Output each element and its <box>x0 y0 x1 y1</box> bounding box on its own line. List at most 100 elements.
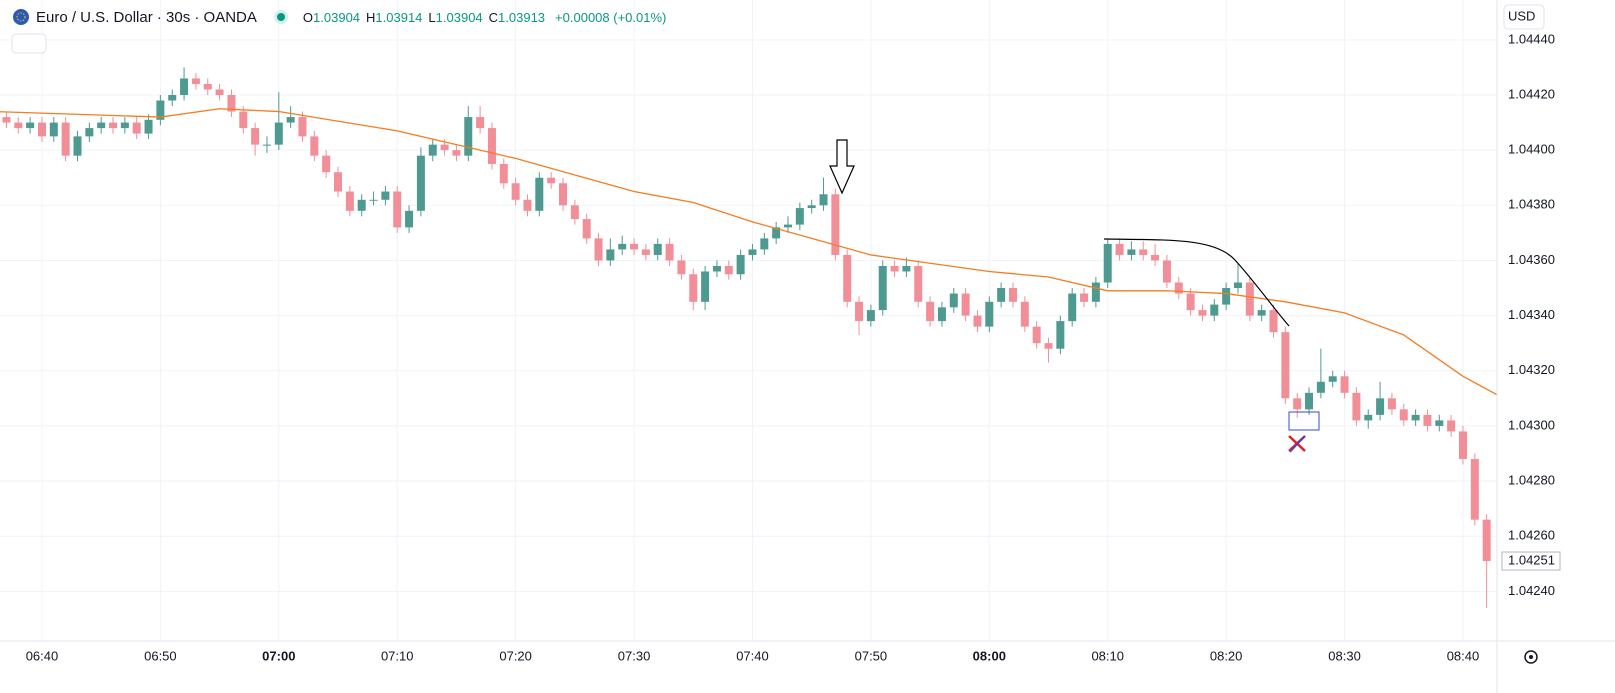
candle-body <box>1399 409 1408 421</box>
candle-body <box>1091 282 1100 302</box>
x-tick-label: 08:20 <box>1210 648 1243 663</box>
candle-body <box>618 243 627 250</box>
candle-body <box>795 208 804 225</box>
candle-body <box>712 265 721 272</box>
candle-body <box>570 205 579 220</box>
candle-body <box>120 122 129 129</box>
currency[interactable]: USD <box>1508 8 1535 23</box>
candle-body <box>653 243 662 255</box>
candle-body <box>262 144 271 146</box>
candle-body <box>831 194 840 255</box>
x-tick-label: 07:10 <box>381 648 414 663</box>
candle-body <box>14 122 23 129</box>
candle-body <box>1198 310 1207 316</box>
candle-body <box>49 122 58 137</box>
candle-body <box>37 122 46 137</box>
candle-body <box>760 238 769 250</box>
candle-body <box>405 210 414 228</box>
candle-body <box>855 301 864 322</box>
y-tick-label: 1.04340 <box>1508 307 1555 322</box>
curve-annotation <box>1103 238 1290 327</box>
candle-body <box>357 199 366 211</box>
candle-body <box>464 117 473 156</box>
indicator-toggle[interactable] <box>11 33 47 54</box>
x-tick-label: 06:50 <box>144 648 177 663</box>
candle-body <box>144 119 153 134</box>
y-tick-label: 1.04440 <box>1508 31 1555 46</box>
candle-body <box>736 254 745 275</box>
y-tick-label: 1.04240 <box>1508 583 1555 598</box>
candle-body <box>1032 326 1041 344</box>
x-tick-label: 08:00 <box>973 648 1006 663</box>
x-tick-label: 07:50 <box>855 648 888 663</box>
candle-body <box>251 128 260 145</box>
candle-body <box>1068 293 1077 322</box>
candle-body <box>499 163 508 184</box>
currency-button[interactable] <box>1503 4 1545 30</box>
last-price-box <box>1501 551 1561 571</box>
candle-body <box>1210 304 1219 316</box>
candle-body <box>310 136 319 156</box>
candle-body <box>1435 420 1444 426</box>
candle-body <box>1008 288 1017 302</box>
candle-body <box>559 183 568 206</box>
candle-body <box>381 191 390 200</box>
candle-body <box>132 122 141 134</box>
candle-body <box>322 155 331 173</box>
candle-body <box>286 117 295 123</box>
candle-body <box>523 199 532 211</box>
status-dot <box>273 10 288 24</box>
candle-body <box>1056 321 1065 349</box>
candle-body <box>487 128 496 164</box>
candle-body <box>298 117 307 137</box>
ohlc-label: H <box>366 9 376 25</box>
candle-body <box>1328 376 1337 382</box>
legend-header: Euro / U.S. Dollar · 30s · OANDA O1.0390… <box>12 8 670 26</box>
candle-body <box>1376 398 1385 415</box>
candle-body <box>641 249 650 255</box>
candle-body <box>1447 420 1456 432</box>
candle-body <box>345 191 354 211</box>
candle-body <box>807 205 816 209</box>
candle-body <box>1127 249 1136 255</box>
candle-body <box>630 243 639 250</box>
candle-body <box>582 219 591 239</box>
candle-body <box>26 122 35 129</box>
candle-body <box>1364 414 1373 421</box>
arrow-annotation <box>829 139 855 195</box>
settings-icon[interactable] <box>1524 650 1538 664</box>
candle-body <box>334 172 343 192</box>
candle-body <box>1080 293 1089 302</box>
y-tick-label: 1.04300 <box>1508 417 1555 432</box>
change: +0.00008 (+0.01%) <box>555 9 667 25</box>
candle-body <box>1411 414 1420 421</box>
last-price-label: 1.04251 <box>1508 552 1555 567</box>
candle-body <box>843 254 852 302</box>
candle-body <box>689 274 698 302</box>
candle-body <box>665 243 674 261</box>
ohlc-value: 1.03904 <box>435 9 483 25</box>
candle-body <box>1470 459 1479 520</box>
ohlc-value: 1.03914 <box>375 9 423 25</box>
candle-body <box>109 122 118 129</box>
candle-body <box>926 301 935 322</box>
candle-body <box>73 136 82 156</box>
candle-body <box>476 117 485 129</box>
candle-body <box>1293 398 1302 410</box>
candle-body <box>369 199 378 201</box>
candle-body <box>724 265 733 275</box>
candle-body <box>783 224 792 228</box>
candle-body <box>878 265 887 311</box>
candle-body <box>440 144 449 151</box>
candle-body <box>1316 381 1325 393</box>
candle-body <box>239 111 248 129</box>
candle-body <box>997 288 1006 302</box>
candle-body <box>1103 243 1112 283</box>
candle-body <box>1305 392 1314 410</box>
candle-body <box>606 249 615 261</box>
cross-annotation <box>1289 435 1306 453</box>
candle-body <box>1340 376 1349 393</box>
candle-body <box>1233 282 1242 289</box>
candle-body <box>1352 392 1361 421</box>
